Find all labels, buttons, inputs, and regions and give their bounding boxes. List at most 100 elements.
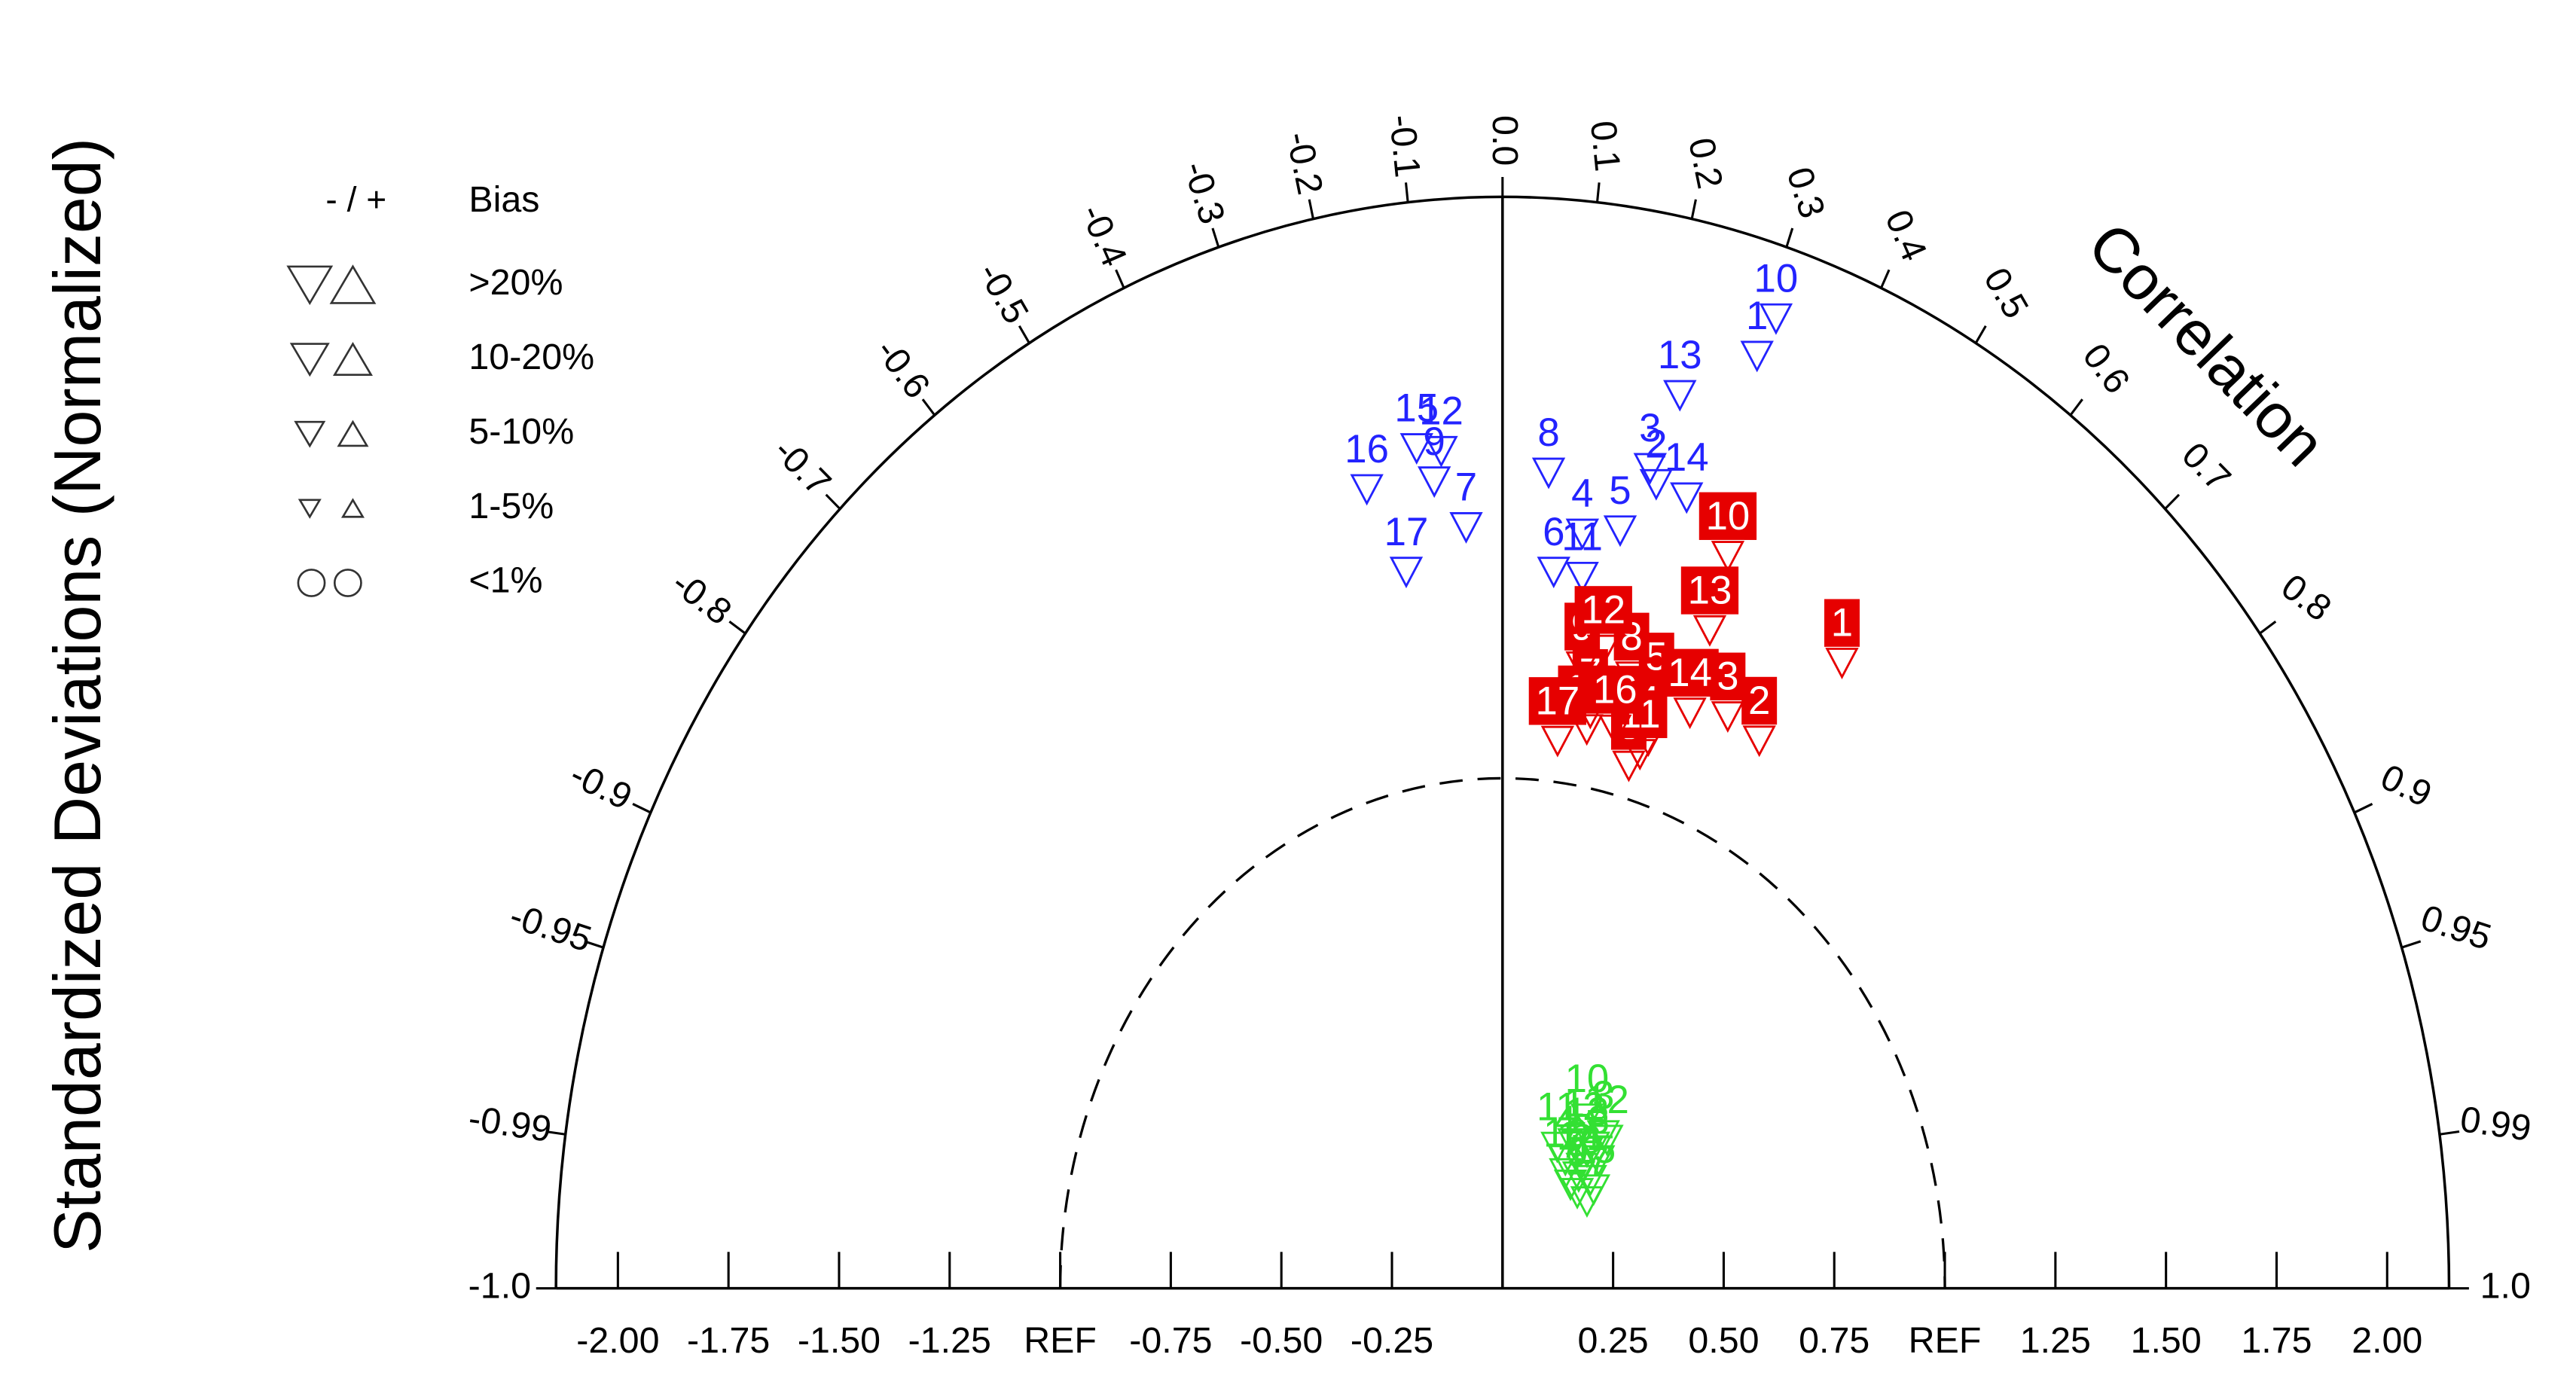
x-tick-label: -0.50 bbox=[1240, 1320, 1323, 1361]
correlation-tick bbox=[1018, 325, 1030, 344]
point-label: 16 bbox=[1344, 427, 1389, 471]
point-label: 14 bbox=[1668, 651, 1712, 695]
point-marker bbox=[1586, 634, 1620, 667]
x-tick-label: -1.25 bbox=[908, 1320, 991, 1361]
correlation-tick bbox=[2069, 398, 2083, 416]
point-marker bbox=[1570, 1186, 1604, 1219]
point-label: 11 bbox=[1561, 515, 1603, 560]
point-label: 17 bbox=[1565, 1139, 1610, 1184]
x-tick-label: REF bbox=[1909, 1320, 1982, 1361]
point-label: 8 bbox=[1537, 410, 1559, 455]
point-label: 12 bbox=[1585, 1078, 1629, 1122]
legend-title: Bias bbox=[469, 179, 539, 220]
x-tick-label: 0.25 bbox=[1578, 1320, 1649, 1361]
legend-symbol-negative bbox=[286, 265, 334, 306]
point-marker bbox=[1540, 725, 1575, 758]
point-marker bbox=[1537, 557, 1570, 589]
point-label-box bbox=[1699, 492, 1757, 540]
point-label: 17 bbox=[1536, 679, 1580, 723]
correlation-tick-label: -1.0 bbox=[469, 1265, 531, 1306]
correlation-tick bbox=[1974, 325, 1987, 344]
point-marker bbox=[1623, 739, 1657, 771]
correlation-tick-label: 0.95 bbox=[2416, 897, 2496, 958]
point-label: 2 bbox=[1748, 679, 1770, 723]
point-label: 16 bbox=[1543, 1111, 1588, 1155]
point-marker bbox=[1418, 466, 1451, 499]
x-tick-label: 0.50 bbox=[1688, 1320, 1759, 1361]
correlation-tick bbox=[632, 803, 652, 814]
point-label: 12 bbox=[1419, 389, 1463, 433]
point-label: 13 bbox=[1565, 1090, 1610, 1134]
correlation-tick bbox=[584, 940, 604, 949]
correlation-tick-label: 0.3 bbox=[1778, 163, 1833, 223]
point-marker bbox=[1711, 701, 1745, 734]
point-marker bbox=[1612, 750, 1646, 782]
correlation-tick bbox=[545, 1130, 566, 1136]
point-label-group: 2 bbox=[1741, 676, 1778, 725]
correlation-tick-label: -0.1 bbox=[1381, 113, 1428, 179]
point-marker bbox=[1759, 303, 1793, 335]
point-marker bbox=[1389, 557, 1424, 589]
point-label: 1 bbox=[1831, 601, 1853, 645]
point-label: 13 bbox=[1658, 333, 1702, 377]
legend-symbol-negative bbox=[294, 420, 326, 448]
point-label-group: 12 bbox=[1574, 586, 1632, 634]
correlation-tick-label: -0.5 bbox=[970, 256, 1036, 331]
x-tick-label: -0.75 bbox=[1129, 1320, 1212, 1361]
legend-symbol-positive bbox=[340, 498, 365, 518]
correlation-tick bbox=[825, 493, 841, 510]
correlation-tick-label: -0.6 bbox=[868, 331, 938, 406]
x-tick-label: -1.75 bbox=[687, 1320, 770, 1361]
correlation-tick-label: 0.5 bbox=[1976, 261, 2036, 325]
legend-label: >20% bbox=[469, 262, 563, 303]
legend-symbol-negative bbox=[289, 343, 330, 377]
point-marker bbox=[1424, 435, 1458, 468]
point-marker bbox=[1603, 515, 1637, 548]
point-label: 7 bbox=[1455, 465, 1477, 510]
correlation-tick bbox=[1785, 227, 1794, 248]
point-marker bbox=[1670, 482, 1704, 514]
correlation-tick bbox=[1880, 269, 1891, 289]
point-label: 5 bbox=[1609, 468, 1631, 513]
point-marker bbox=[1570, 1103, 1604, 1136]
point-label: 14 bbox=[1665, 435, 1709, 480]
correlation-tick bbox=[1690, 199, 1697, 219]
y-axis-title: Standardized Deviations (Normalized) bbox=[40, 138, 114, 1253]
legend-label: 5-10% bbox=[469, 411, 574, 452]
point-marker bbox=[1540, 1131, 1574, 1164]
legend-label: <1% bbox=[469, 560, 542, 601]
point-label: 12 bbox=[1581, 587, 1625, 632]
x-tick-label: 1.25 bbox=[2020, 1320, 2091, 1361]
correlation-tick-label: -0.9 bbox=[564, 754, 639, 818]
correlation-tick-label: 0.7 bbox=[2174, 435, 2239, 499]
x-tick-label: 2.00 bbox=[2352, 1320, 2422, 1361]
point-marker bbox=[1549, 1158, 1583, 1190]
legend-sign-label: - / + bbox=[325, 179, 386, 218]
point-label: 10 bbox=[1565, 1057, 1610, 1101]
point-marker bbox=[1825, 648, 1859, 679]
correlation-tick bbox=[728, 621, 746, 635]
point-marker bbox=[1350, 474, 1384, 506]
correlation-tick bbox=[1308, 199, 1314, 219]
correlation-tick bbox=[2354, 803, 2373, 814]
point-marker bbox=[1633, 453, 1667, 485]
point-label: 11 bbox=[1537, 1084, 1578, 1129]
correlation-tick-label: -0.3 bbox=[1175, 157, 1233, 229]
point-label-box bbox=[1661, 648, 1719, 697]
correlation-tick-label: -0.99 bbox=[466, 1098, 554, 1150]
x-tick-label: 1.75 bbox=[2241, 1320, 2312, 1361]
point-marker bbox=[1590, 1124, 1624, 1157]
point-label: 16 bbox=[1593, 667, 1637, 712]
legend-symbol-positive bbox=[329, 264, 377, 304]
point-marker bbox=[1570, 1136, 1604, 1169]
correlation-tick-label: 0.9 bbox=[2374, 757, 2437, 816]
point-label-box bbox=[1528, 677, 1587, 725]
correlation-tick-label: 0.4 bbox=[1877, 204, 1934, 267]
correlation-tick-label: 0.2 bbox=[1680, 134, 1730, 192]
point-marker bbox=[1742, 725, 1776, 758]
point-label-box bbox=[1824, 599, 1860, 647]
point-label: 3 bbox=[1639, 406, 1661, 450]
point-label: 10 bbox=[1754, 256, 1799, 300]
point-label-group: 13 bbox=[1680, 566, 1739, 615]
